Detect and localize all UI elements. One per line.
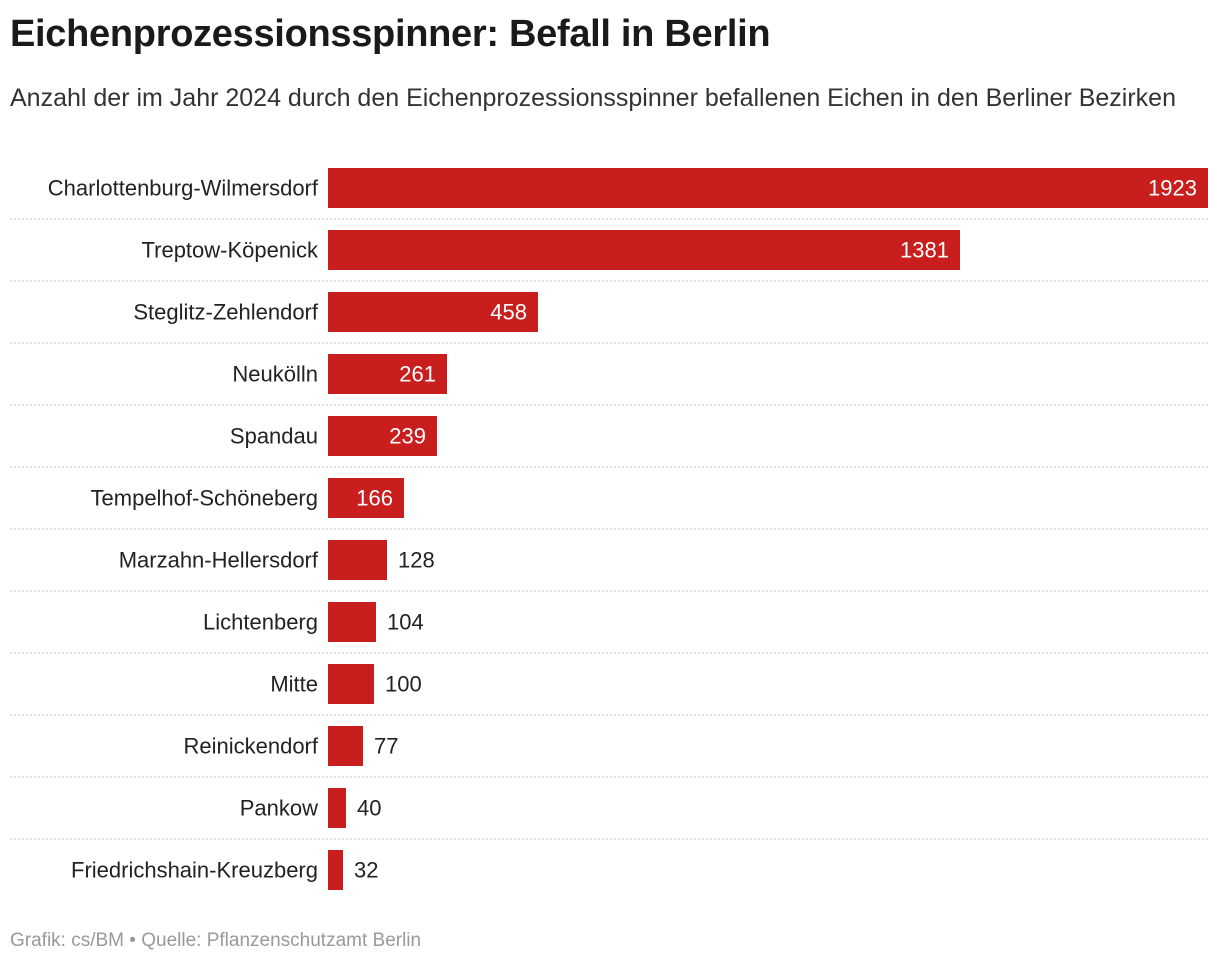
- category-label: Mitte: [270, 672, 318, 697]
- value-label: 100: [385, 672, 422, 697]
- bar-chart: Charlottenburg-Wilmersdorf 1923 Treptow-Kö…: [10, 168, 1208, 890]
- bar: [328, 850, 343, 890]
- chart-title: Eichenprozessionsspinner: Befall in Berl…: [10, 13, 771, 55]
- category-label: Charlottenburg-Wilmersdorf: [48, 176, 319, 201]
- bar: [328, 230, 960, 270]
- value-label: 1381: [900, 238, 949, 263]
- category-label: Tempelhof-Schöneberg: [91, 486, 318, 511]
- bar: [328, 354, 447, 394]
- value-label: 261: [399, 362, 436, 387]
- value-label: 77: [374, 734, 398, 759]
- bar: [328, 416, 437, 456]
- category-label: Steglitz-Zehlendorf: [133, 300, 319, 325]
- category-label: Treptow-Köpenick: [142, 238, 319, 263]
- value-label: 239: [389, 424, 426, 449]
- footer-source: Quelle: Pflanzenschutzamt Berlin: [141, 930, 422, 951]
- category-label: Friedrichshain-Kreuzberg: [71, 858, 318, 883]
- value-label: 40: [357, 796, 381, 821]
- category-label: Reinickendorf: [183, 734, 318, 759]
- bar: [328, 540, 387, 580]
- value-label: 458: [490, 300, 527, 325]
- value-label: 32: [354, 858, 378, 883]
- value-label: 128: [398, 548, 435, 573]
- bar: [328, 788, 346, 828]
- category-label: Neukölln: [232, 362, 318, 387]
- chart-subtitle: Anzahl der im Jahr 2024 durch den Eichen…: [10, 84, 1176, 112]
- category-label: Lichtenberg: [203, 610, 318, 635]
- bar: [328, 602, 376, 642]
- value-label: 104: [387, 610, 424, 635]
- bar: [328, 292, 538, 332]
- bar: [328, 726, 363, 766]
- category-label: Pankow: [240, 796, 318, 821]
- footer: Grafik: cs/BM • Quelle: Pflanzenschutzam…: [10, 930, 421, 952]
- category-label: Marzahn-Hellersdorf: [119, 548, 319, 573]
- footer-separator: •: [129, 930, 136, 951]
- bar: [328, 664, 374, 704]
- category-label: Spandau: [230, 424, 318, 449]
- value-label: 166: [356, 486, 393, 511]
- bar: [328, 168, 1208, 208]
- bar: [328, 478, 404, 518]
- value-label: 1923: [1148, 176, 1197, 201]
- footer-credit: Grafik: cs/BM: [10, 930, 125, 951]
